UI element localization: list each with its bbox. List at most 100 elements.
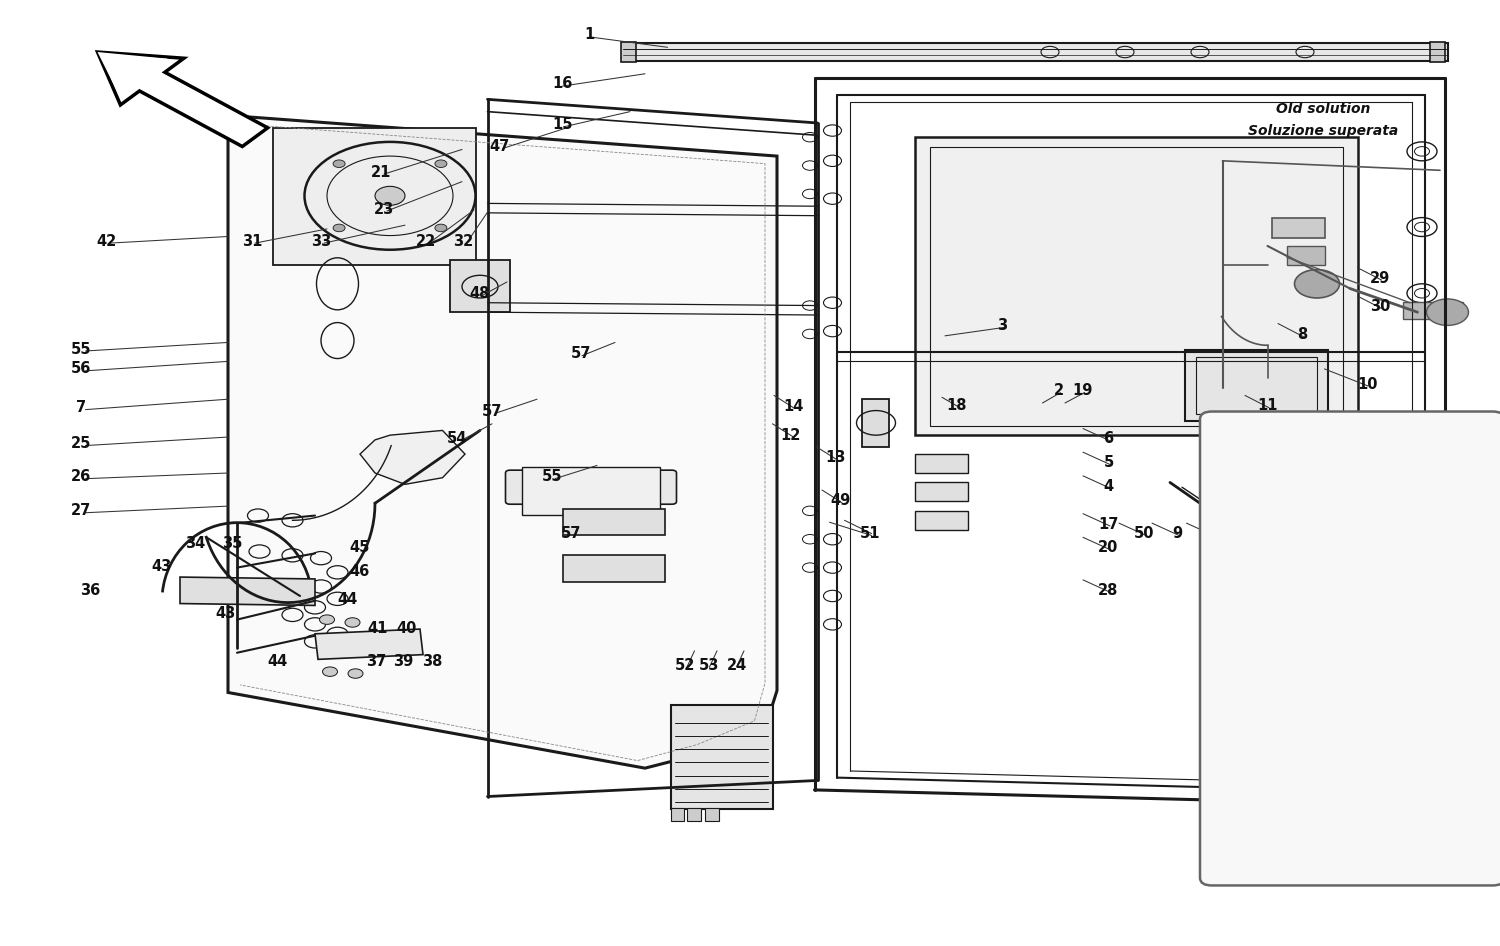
Text: 57: 57 bbox=[482, 404, 502, 419]
Text: 38: 38 bbox=[422, 654, 442, 669]
Text: 46: 46 bbox=[350, 564, 370, 579]
Text: 57: 57 bbox=[561, 526, 582, 541]
Polygon shape bbox=[180, 577, 315, 605]
Text: 27: 27 bbox=[70, 503, 92, 518]
Text: 40: 40 bbox=[396, 621, 417, 636]
Bar bbox=[670, 705, 772, 809]
Text: 15: 15 bbox=[552, 117, 573, 132]
Text: 57: 57 bbox=[570, 346, 591, 361]
Text: Soluzione superata: Soluzione superata bbox=[1248, 124, 1398, 137]
Bar bbox=[1272, 218, 1324, 238]
Circle shape bbox=[322, 667, 338, 676]
Circle shape bbox=[320, 615, 334, 624]
Text: 45: 45 bbox=[350, 540, 370, 555]
Bar bbox=[621, 42, 636, 62]
Circle shape bbox=[435, 224, 447, 232]
Text: 30: 30 bbox=[1370, 299, 1390, 314]
Text: 29: 29 bbox=[1370, 271, 1390, 286]
Polygon shape bbox=[622, 43, 1448, 61]
Circle shape bbox=[375, 186, 405, 205]
Text: 53: 53 bbox=[699, 657, 720, 673]
Circle shape bbox=[594, 512, 606, 519]
Text: 32: 32 bbox=[453, 234, 474, 249]
Text: 34: 34 bbox=[184, 535, 206, 551]
Bar bbox=[1287, 430, 1320, 459]
Text: 43: 43 bbox=[214, 606, 236, 622]
Bar bbox=[670, 808, 684, 821]
Text: 43: 43 bbox=[152, 559, 172, 574]
Circle shape bbox=[579, 266, 591, 273]
Text: 44: 44 bbox=[267, 654, 288, 669]
Text: Old solution: Old solution bbox=[1276, 102, 1370, 115]
Text: 18: 18 bbox=[946, 398, 968, 413]
FancyBboxPatch shape bbox=[506, 470, 676, 504]
Bar bbox=[562, 555, 664, 582]
Text: 50: 50 bbox=[1134, 526, 1155, 541]
Polygon shape bbox=[315, 629, 423, 659]
Text: 17: 17 bbox=[1098, 517, 1119, 532]
Text: 10: 10 bbox=[1202, 526, 1222, 541]
Text: 5: 5 bbox=[1104, 455, 1113, 470]
Circle shape bbox=[1426, 299, 1468, 325]
Text: 3: 3 bbox=[998, 318, 1006, 333]
Bar bbox=[915, 454, 968, 473]
Bar bbox=[915, 137, 1358, 435]
Bar bbox=[930, 147, 1342, 426]
Bar bbox=[862, 399, 889, 447]
Circle shape bbox=[586, 412, 598, 420]
Text: 26: 26 bbox=[70, 469, 92, 484]
Text: 36: 36 bbox=[80, 583, 100, 598]
Circle shape bbox=[345, 618, 360, 627]
Bar bbox=[1287, 246, 1324, 265]
Text: 56: 56 bbox=[70, 361, 92, 377]
Text: 11: 11 bbox=[1257, 398, 1278, 413]
Bar bbox=[1430, 42, 1444, 62]
Text: 6: 6 bbox=[1104, 431, 1113, 447]
Bar bbox=[687, 808, 700, 821]
Text: 12: 12 bbox=[780, 428, 801, 443]
Text: 55: 55 bbox=[70, 342, 92, 357]
Text: 16: 16 bbox=[552, 76, 573, 91]
Bar bbox=[522, 467, 660, 515]
Bar bbox=[562, 509, 664, 535]
Text: 25: 25 bbox=[70, 436, 92, 451]
Text: 58: 58 bbox=[1358, 452, 1378, 467]
Text: 9: 9 bbox=[1173, 526, 1182, 541]
FancyBboxPatch shape bbox=[1200, 412, 1500, 885]
Text: 8: 8 bbox=[1298, 327, 1306, 342]
Text: 10: 10 bbox=[1358, 377, 1378, 392]
Text: 42: 42 bbox=[96, 234, 117, 249]
Bar bbox=[1185, 350, 1328, 421]
FancyArrow shape bbox=[98, 52, 267, 147]
Text: 33: 33 bbox=[310, 234, 332, 249]
Text: 44: 44 bbox=[338, 592, 358, 607]
Circle shape bbox=[348, 669, 363, 678]
Bar bbox=[915, 511, 968, 530]
Text: 39: 39 bbox=[393, 654, 414, 669]
Polygon shape bbox=[360, 430, 465, 484]
Bar bbox=[273, 128, 476, 265]
Text: 41: 41 bbox=[368, 621, 388, 636]
Text: 2: 2 bbox=[1054, 383, 1064, 398]
Polygon shape bbox=[228, 115, 777, 768]
Bar bbox=[1402, 302, 1462, 319]
Text: 4: 4 bbox=[1104, 479, 1113, 494]
Bar bbox=[705, 808, 718, 821]
Bar bbox=[450, 260, 510, 312]
Text: 28: 28 bbox=[1098, 583, 1119, 598]
Text: 55: 55 bbox=[542, 469, 562, 484]
Circle shape bbox=[435, 160, 447, 167]
Text: 48: 48 bbox=[470, 286, 490, 301]
Text: 52: 52 bbox=[675, 657, 696, 673]
Text: 21: 21 bbox=[370, 165, 392, 180]
Bar bbox=[1222, 506, 1240, 544]
Text: 23: 23 bbox=[374, 201, 394, 217]
Text: 54: 54 bbox=[447, 431, 468, 447]
Text: 51: 51 bbox=[859, 526, 880, 541]
Circle shape bbox=[594, 166, 606, 174]
Text: 35: 35 bbox=[222, 535, 243, 551]
Text: 20: 20 bbox=[1098, 540, 1119, 555]
Text: 19: 19 bbox=[1072, 383, 1094, 398]
Text: 49: 49 bbox=[830, 493, 850, 508]
Text: 37: 37 bbox=[366, 654, 387, 669]
